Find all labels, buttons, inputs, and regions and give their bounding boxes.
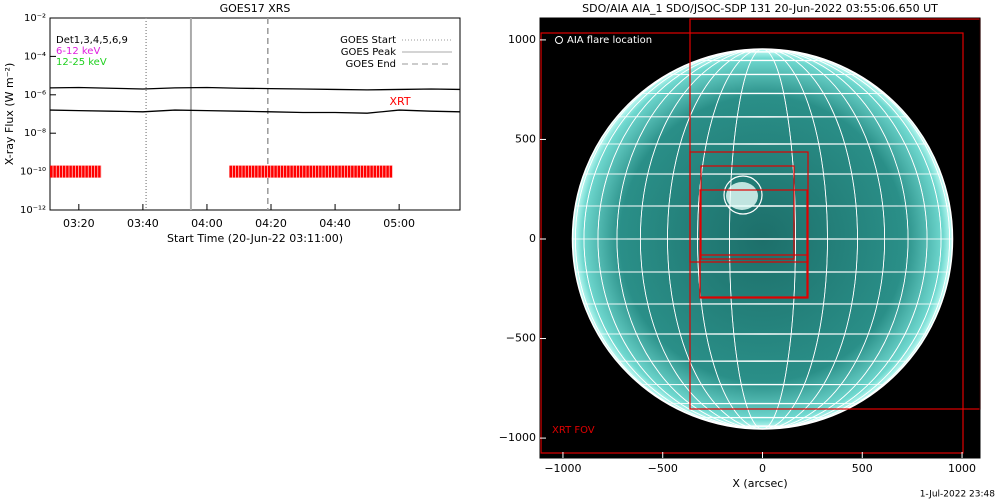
y-tick-label: 10⁻⁶ [24, 90, 46, 101]
map-frame [539, 17, 981, 459]
x-tick-label: 0 [759, 462, 766, 475]
latitude [639, 92, 886, 95]
longitude [697, 49, 828, 429]
y-tick-label: 0 [529, 232, 536, 245]
longitude [597, 49, 928, 429]
y-tick-label: 10⁻⁴ [24, 51, 46, 62]
latitude [574, 205, 951, 207]
longitude [574, 49, 951, 429]
flux-line [49, 109, 461, 114]
latitude [667, 402, 858, 405]
x-tick-label: 05:00 [383, 217, 415, 230]
y-tick-label: 10⁻¹⁰ [20, 167, 46, 178]
legend-label: GOES End [346, 59, 396, 70]
x-tick-label: −1000 [544, 462, 581, 475]
latitude [616, 116, 909, 118]
x-tick-label: 1000 [948, 462, 976, 475]
annotation: AIA flare location [567, 35, 652, 46]
flux-line [49, 86, 461, 91]
x-tick-label: 04:40 [319, 217, 351, 230]
latitude [597, 143, 928, 145]
channel-label: Det1,3,4,5,6,9 [56, 35, 128, 46]
latitude [583, 303, 942, 305]
xrt-label: XRT [389, 95, 410, 108]
latitude [697, 59, 828, 62]
latitude [697, 416, 828, 419]
x-tick-label: 04:20 [255, 217, 287, 230]
y-tick-label: 500 [515, 132, 536, 145]
x-label: Start Time (20-Jun-22 03:11:00) [167, 232, 343, 245]
y-tick-label: 10⁻² [24, 13, 46, 24]
y-tick-label: −500 [506, 332, 536, 345]
xrt-interval [229, 165, 393, 178]
x-tick-label: 04:00 [191, 217, 223, 230]
map-title: SDO/AIA AIA_1 SDO/JSOC-SDP 131 20-Jun-20… [582, 2, 938, 15]
left-frame [49, 17, 461, 211]
y-tick-label: 10⁻¹² [20, 205, 46, 216]
longitude [639, 49, 886, 429]
flare-marker [723, 175, 763, 215]
legend-circle [555, 36, 563, 44]
longitude [729, 49, 796, 429]
longitude [583, 49, 942, 429]
x-tick-label: 500 [852, 462, 873, 475]
x-tick-label: 03:40 [127, 217, 159, 230]
channel-label: 6-12 keV [56, 46, 100, 57]
footer: 1-Jul-2022 23:48 [920, 490, 996, 500]
latitude [616, 360, 909, 362]
y-tick-label: 1000 [508, 33, 536, 46]
longitude [616, 49, 909, 429]
y-tick-label: −1000 [499, 431, 536, 444]
longitude [667, 49, 858, 429]
latitude [667, 73, 858, 76]
annotation: XRT FOV [552, 425, 595, 436]
latitude [583, 173, 942, 175]
x-tick-label: −500 [648, 462, 678, 475]
x-tick-label: 03:20 [63, 217, 95, 230]
legend-label: GOES Start [340, 35, 396, 46]
latitude [597, 333, 928, 335]
y-label: X-ray Flux (W m⁻²) [3, 63, 16, 165]
flare-region [726, 182, 758, 210]
y-tick-label: 10⁻⁸ [24, 128, 46, 139]
left-title: GOES17 XRS [220, 2, 291, 15]
legend-label: GOES Peak [341, 47, 396, 58]
latitude [572, 238, 953, 240]
xrt-fov-boxes [540, 18, 981, 454]
latitude [639, 383, 886, 386]
channel-label: 12-25 keV [56, 57, 107, 68]
limb [571, 48, 954, 430]
map-x-label: X (arcsec) [732, 477, 787, 490]
latitude [574, 271, 951, 273]
